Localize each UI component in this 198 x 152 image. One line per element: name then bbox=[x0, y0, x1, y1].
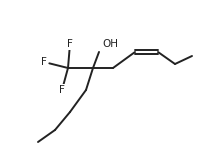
Text: F: F bbox=[67, 39, 73, 49]
Text: OH: OH bbox=[102, 39, 118, 49]
Text: F: F bbox=[41, 57, 47, 67]
Text: F: F bbox=[59, 85, 65, 95]
